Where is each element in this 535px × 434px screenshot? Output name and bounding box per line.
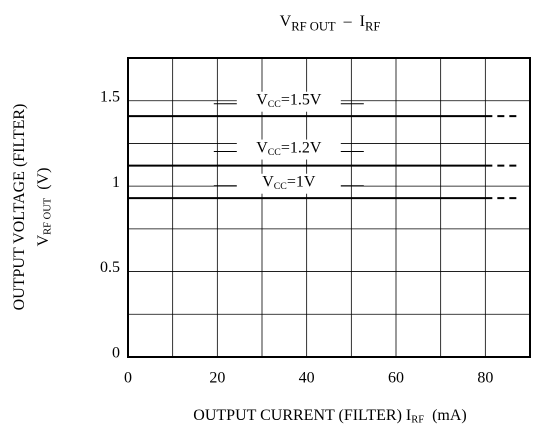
series-label: VCC=1.2V (256, 139, 322, 158)
text-part: CC (268, 147, 281, 158)
text-part: RF OUT (43, 197, 54, 235)
x-tick-label: 0 (124, 370, 132, 387)
text-part: =1.5V (281, 91, 322, 108)
text-part: OUTPUT VOLTAGE (FILTER) (11, 104, 28, 311)
x-tick-label: 80 (477, 370, 493, 387)
text-part: V (280, 13, 292, 30)
label-bg (236, 139, 341, 160)
x-tick-label: 60 (388, 370, 404, 387)
x-tick-label: 40 (299, 370, 315, 387)
text-part: =1V (287, 173, 316, 190)
y-axis-label: VRF OUT (V) (35, 168, 54, 247)
y-tick-label: 0.5 (100, 259, 120, 276)
text-part: RF OUT (291, 19, 336, 33)
text-part: V (35, 234, 52, 246)
series-label: VCC=1.5V (256, 91, 322, 110)
text-part: V (256, 139, 268, 156)
y-axis-label: OUTPUT VOLTAGE (FILTER) (11, 104, 28, 311)
label-bg (236, 173, 341, 194)
text-part: V (256, 91, 268, 108)
text-part: =1.2V (281, 139, 322, 156)
label-bg (236, 91, 341, 112)
chart-title: VRF OUT – IRF (280, 13, 381, 34)
text-part: RF (411, 415, 424, 426)
text-part: CC (268, 99, 281, 110)
text-part: RF (365, 19, 380, 33)
text-part: (V) (35, 168, 52, 198)
plot-frame (127, 57, 531, 358)
text-part: V (262, 173, 274, 190)
text-part: (mA) (424, 407, 467, 424)
x-tick-label: 20 (209, 370, 225, 387)
x-axis-label: OUTPUT CURRENT (FILTER) IRF (mA) (193, 407, 466, 426)
y-tick-label: 0 (112, 345, 120, 362)
y-tick-label: 1 (112, 174, 120, 191)
series-label: VCC=1V (262, 173, 316, 192)
text-part: CC (274, 181, 287, 192)
text-part: – I (336, 13, 365, 30)
y-tick-label: 1.5 (100, 88, 120, 105)
text-part: OUTPUT CURRENT (FILTER) I (193, 407, 411, 424)
